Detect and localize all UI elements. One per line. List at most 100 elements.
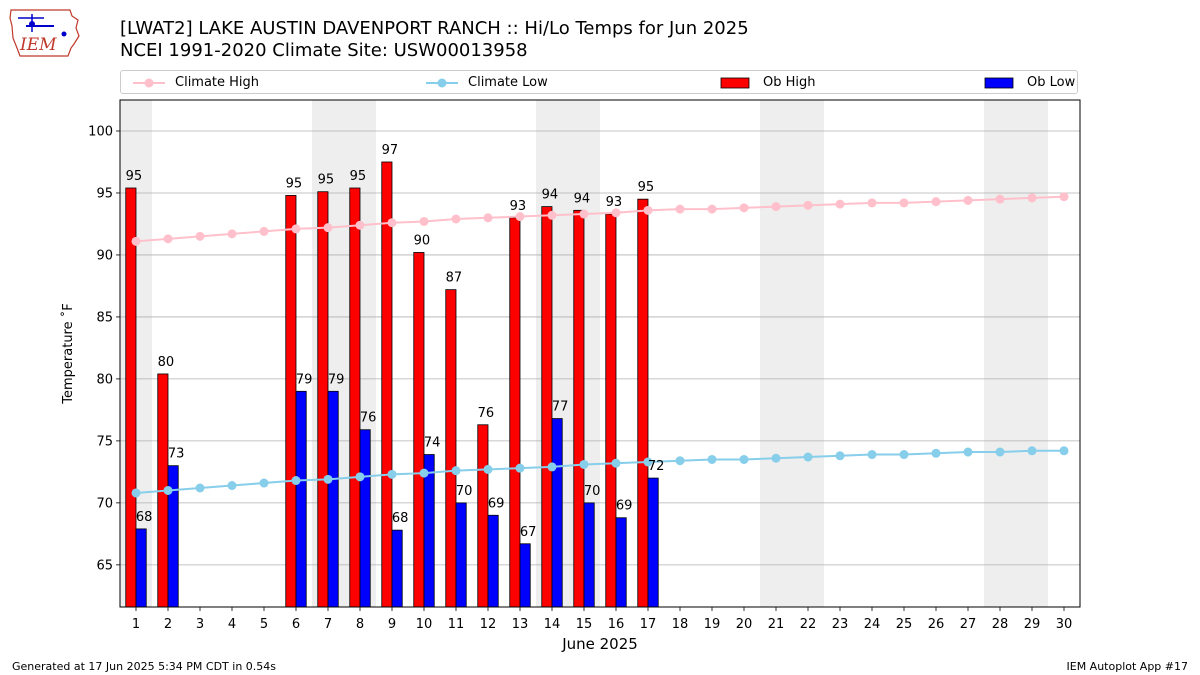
x-tick-label: 15 <box>576 617 593 632</box>
ob-high-bar <box>445 289 457 608</box>
climate-low-point <box>131 488 141 498</box>
ob-high-bar <box>509 217 521 608</box>
y-tick-label: 70 <box>96 496 113 511</box>
climate-high-point <box>803 200 813 210</box>
climate-low-point <box>611 458 621 468</box>
climate-high-point <box>419 216 429 226</box>
climate-low-point <box>195 483 205 493</box>
x-tick-label: 6 <box>292 617 300 632</box>
climate-low-point <box>355 472 365 482</box>
ob-high-bar <box>541 206 553 608</box>
climate-high-point <box>451 214 461 224</box>
ob-low-bar <box>519 543 531 608</box>
ob-low-value-label: 74 <box>424 436 441 451</box>
ob-low-value-label: 68 <box>392 511 409 526</box>
ob-high-value-label: 95 <box>286 176 303 191</box>
ob-low-value-label: 70 <box>584 484 601 499</box>
y-tick-label: 90 <box>96 248 113 263</box>
climate-low-point <box>675 456 685 466</box>
x-tick-label: 24 <box>864 617 881 632</box>
ob-low-bar <box>423 454 435 608</box>
climate-high-point <box>899 198 909 208</box>
x-tick-label: 14 <box>544 617 561 632</box>
iem-logo-text: IEM <box>19 35 57 55</box>
climate-high-point <box>259 226 269 236</box>
ob-high-bar <box>381 161 393 608</box>
ob-high-value-label: 93 <box>606 195 623 210</box>
x-tick-label: 26 <box>928 617 945 632</box>
x-tick-label: 28 <box>992 617 1009 632</box>
y-tick-label: 75 <box>96 434 113 449</box>
climate-high-point <box>355 220 365 230</box>
x-tick-label: 30 <box>1056 617 1073 632</box>
climate-high-point <box>227 229 237 239</box>
climate-high-point <box>835 199 845 209</box>
x-tick-label: 11 <box>448 617 465 632</box>
x-tick-label: 8 <box>356 617 364 632</box>
iowa-outline-icon <box>9 9 80 57</box>
climate-low-point <box>163 485 173 495</box>
ob-low-value-label: 79 <box>296 372 313 387</box>
ob-low-bar <box>391 529 403 608</box>
ob-high-bar <box>125 187 137 608</box>
ob-high-bar <box>349 187 361 608</box>
ob-high-value-label: 90 <box>414 233 431 248</box>
climate-high-point <box>867 198 877 208</box>
ob-low-bar <box>327 390 339 608</box>
y-tick-label: 80 <box>96 372 113 387</box>
x-tick-label: 21 <box>768 617 785 632</box>
climate-low-point <box>1027 446 1037 456</box>
climate-high-point <box>931 197 941 207</box>
ob-high-bar <box>285 195 297 608</box>
ob-low-bar <box>135 528 147 608</box>
y-tick-label: 65 <box>96 558 113 573</box>
ob-high-value-label: 80 <box>158 355 175 370</box>
legend: Climate High Climate Low Ob High Ob Low <box>120 70 1078 94</box>
ob-low-bar <box>295 390 307 608</box>
climate-low-point <box>323 474 333 484</box>
climate-high-point <box>611 208 621 218</box>
x-tick-label: 5 <box>260 617 268 632</box>
ob-low-value-label: 76 <box>360 411 377 426</box>
ob-low-bar <box>455 502 467 608</box>
climate-low-marker-icon <box>426 78 458 88</box>
climate-low-point <box>771 453 781 463</box>
x-tick-label: 29 <box>1024 617 1041 632</box>
ob-high-value-label: 94 <box>542 188 559 203</box>
climate-high-point <box>579 209 589 219</box>
legend-item-climate-high: Climate High <box>131 74 259 92</box>
ob-low-bar <box>647 477 659 608</box>
ob-low-bar <box>487 514 499 608</box>
legend-label-ob-high: Ob High <box>763 75 816 90</box>
x-tick-label: 9 <box>388 617 396 632</box>
ob-high-value-label: 94 <box>574 191 591 206</box>
legend-label-ob-low: Ob Low <box>1027 75 1076 90</box>
climate-high-point <box>1027 193 1037 203</box>
y-axis-label: Temperature ˚F <box>60 303 76 404</box>
ob-high-value-label: 97 <box>382 143 399 158</box>
climate-high-point <box>771 202 781 212</box>
x-tick-label: 19 <box>704 617 721 632</box>
legend-label-climate-low: Climate Low <box>468 75 548 90</box>
y-tick-label: 100 <box>88 124 113 139</box>
x-tick-label: 12 <box>480 617 497 632</box>
x-tick-label: 7 <box>324 617 332 632</box>
ob-low-bar <box>615 517 627 608</box>
ob-high-bar <box>413 252 425 608</box>
x-tick-label: 2 <box>164 617 172 632</box>
climate-low-point <box>803 452 813 462</box>
iem-logo: IEM <box>9 9 80 57</box>
x-tick-label: 1 <box>132 617 140 632</box>
climate-low-point <box>835 451 845 461</box>
climate-low-point <box>643 457 653 467</box>
x-tick-label: 3 <box>196 617 204 632</box>
x-tick-label: 16 <box>608 617 625 632</box>
climate-high-point <box>483 213 493 223</box>
climate-low-point <box>963 447 973 457</box>
ob-low-value-label: 69 <box>616 499 633 514</box>
ob-high-swatch-icon <box>720 77 750 89</box>
ob-high-value-label: 95 <box>318 173 335 188</box>
ob-high-value-label: 93 <box>510 199 527 214</box>
x-tick-label: 27 <box>960 617 977 632</box>
climate-high-marker-icon <box>133 78 165 88</box>
